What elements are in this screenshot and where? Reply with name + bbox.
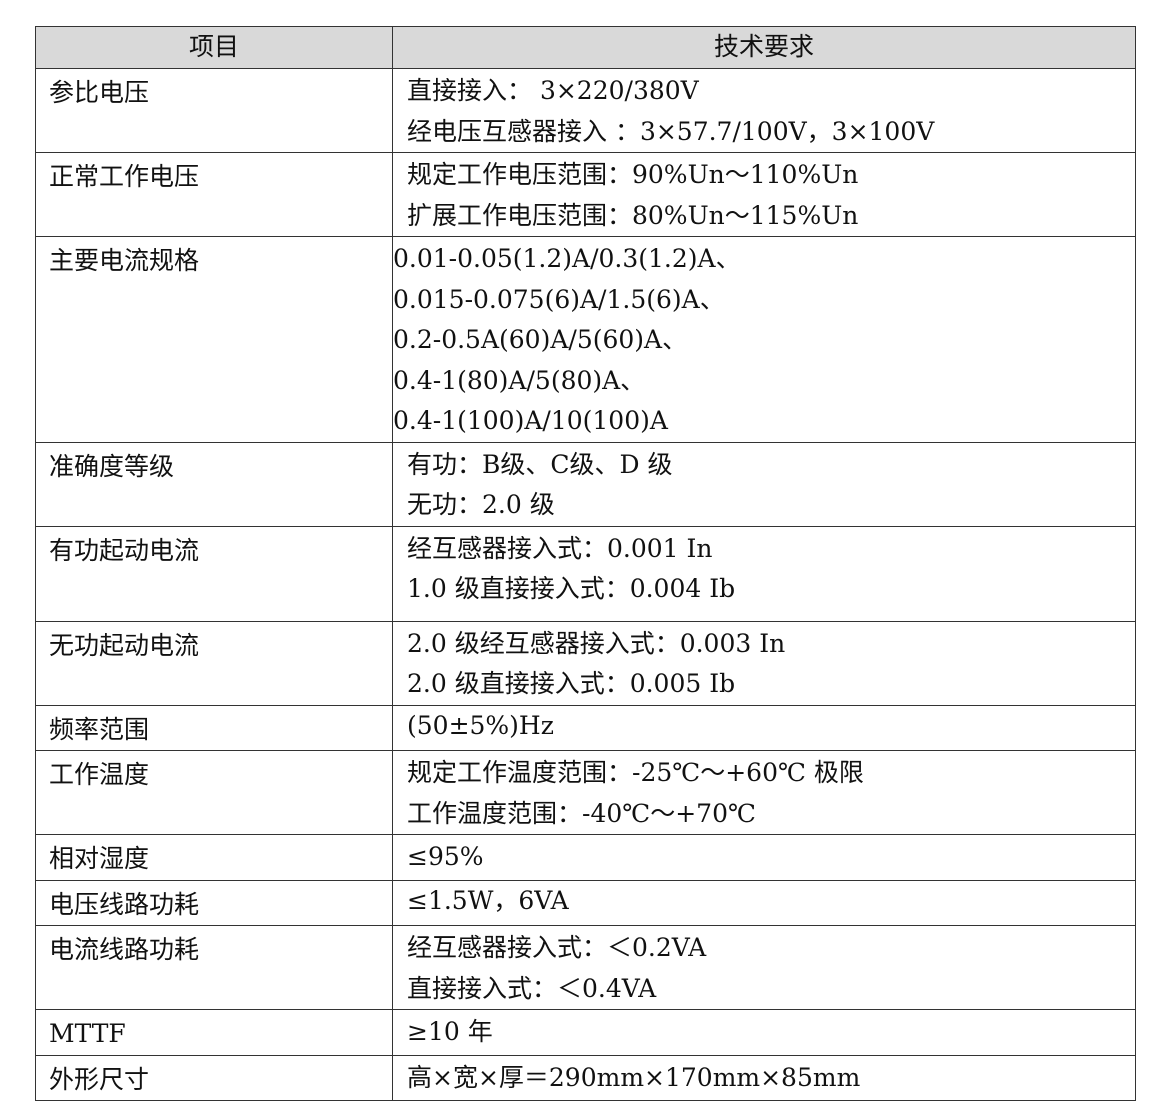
requirement-cell: ≤95% bbox=[392, 834, 1136, 881]
requirement-cell: ≥10 年 bbox=[392, 1009, 1136, 1056]
requirement-line: 0.015-0.075(6)A/1.5(6)A、 bbox=[393, 284, 725, 314]
requirement-line: 0.4-1(100)A/10(100)A bbox=[393, 406, 668, 435]
requirement-line: ≤95% bbox=[407, 842, 484, 871]
requirement-line: 规定工作温度范围：-25℃～+60℃ 极限 bbox=[407, 758, 864, 787]
table-row: 参比电压 直接接入： 3×220/380V 经电压互感器接入 ：3×57.7/100… bbox=[35, 68, 1136, 153]
table-header-row: 项目 技术要求 bbox=[35, 26, 1136, 69]
requirement-line: 工作温度范围：-40℃～+70℃ bbox=[407, 798, 756, 828]
requirement-cell: 直接接入： 3×220/380V 经电压互感器接入 ：3×57.7/100V，3×… bbox=[392, 68, 1136, 153]
requirement-line: 无功：2.0 级 bbox=[407, 490, 555, 519]
requirement-line: 直接接入式：＜0.4VA bbox=[407, 973, 657, 1003]
requirement-line: (50±5%)Hz bbox=[407, 710, 554, 740]
header-item: 项目 bbox=[35, 26, 393, 69]
requirement-cell: 2.0 级经互感器接入式：0.003 In 2.0 级直接接入式：0.005 Ib bbox=[392, 620, 1136, 706]
table-row: 电流线路功耗 经互感器接入式：＜0.2VA 直接接入式：＜0.4VA bbox=[35, 925, 1136, 1010]
item-cell: MTTF bbox=[35, 1009, 393, 1056]
requirement-line: 0.4-1(80)A/5(80)A、 bbox=[393, 365, 646, 395]
table-row: 准确度等级 有功：B级、C级、D 级无功：2.0 级 bbox=[35, 441, 1136, 527]
requirement-line: 经互感器接入式：0.001 In bbox=[407, 533, 713, 563]
item-cell: 主要电流规格 bbox=[35, 236, 393, 443]
table-row: 相对湿度 ≤95% bbox=[35, 834, 1136, 881]
requirement-line: 有功：B级、C级、D 级 bbox=[407, 449, 673, 479]
requirement-cell: 高×宽×厚＝290mm×170mm×85mm bbox=[392, 1054, 1136, 1101]
requirement-line: ≥10 年 bbox=[407, 1017, 493, 1046]
requirement-line: 1.0 级直接接入式：0.004 Ib bbox=[407, 574, 736, 603]
item-cell: 正常工作电压 bbox=[35, 152, 393, 237]
item-cell: 电流线路功耗 bbox=[35, 925, 393, 1010]
item-cell: 频率范围 bbox=[35, 704, 393, 751]
requirement-line: 直接接入： 3×220/380V bbox=[407, 76, 699, 105]
requirement-cell: 有功：B级、C级、D 级无功：2.0 级 bbox=[392, 441, 1136, 527]
requirement-cell: (50±5%)Hz bbox=[392, 704, 1136, 751]
requirement-line: 2.0 级经互感器接入式：0.003 In bbox=[407, 628, 786, 658]
requirement-line: ≤1.5W，6VA bbox=[407, 885, 569, 915]
requirement-line: 2.0 级直接接入式：0.005 Ib bbox=[407, 669, 736, 698]
item-cell: 准确度等级 bbox=[35, 441, 393, 527]
item-cell: 参比电压 bbox=[35, 68, 393, 153]
requirement-line: 规定工作电压范围：90%Un～110%Un bbox=[407, 160, 859, 189]
table-row: 工作温度 规定工作温度范围：-25℃～+60℃ 极限 工作温度范围：-40℃～+70… bbox=[35, 750, 1136, 835]
requirement-cell: 规定工作电压范围：90%Un～110%Un 扩展工作电压范围：80%Un～115%… bbox=[392, 152, 1136, 237]
table-row: 电压线路功耗 ≤1.5W，6VA bbox=[35, 879, 1136, 926]
header-requirement: 技术要求 bbox=[392, 26, 1136, 69]
item-cell: 无功起动电流 bbox=[35, 620, 393, 706]
table-row: 正常工作电压 规定工作电压范围：90%Un～110%Un 扩展工作电压范围：80%U… bbox=[35, 152, 1136, 237]
table-row: 无功起动电流 2.0 级经互感器接入式：0.003 In 2.0 级直接接入式：0.… bbox=[35, 620, 1136, 706]
item-cell: 外形尺寸 bbox=[35, 1054, 393, 1101]
spec-table: 项目 技术要求 参比电压 直接接入： 3×220/380V 经电压互感器接入 ：3×… bbox=[35, 26, 1136, 1101]
table-row: 频率范围 (50±5%)Hz bbox=[35, 704, 1136, 751]
requirement-cell: 经互感器接入式：0.001 In 1.0 级直接接入式：0.004 Ib bbox=[392, 525, 1136, 622]
requirement-line: 经互感器接入式：＜0.2VA bbox=[407, 933, 707, 962]
item-cell: 工作温度 bbox=[35, 750, 393, 835]
requirement-line: 扩展工作电压范围：80%Un～115%Un bbox=[407, 200, 859, 230]
item-cell: 电压线路功耗 bbox=[35, 879, 393, 926]
table-row: 有功起动电流 经互感器接入式：0.001 In 1.0 级直接接入式：0.004 I… bbox=[35, 525, 1136, 622]
requirement-line: 高×宽×厚＝290mm×170mm×85mm bbox=[407, 1062, 861, 1092]
requirement-cell: 规定工作温度范围：-25℃～+60℃ 极限 工作温度范围：-40℃～+70℃ bbox=[392, 750, 1136, 835]
requirement-cell: ≤1.5W，6VA bbox=[392, 879, 1136, 926]
requirement-line: 0.2-0.5A(60)A/5(60)A、 bbox=[393, 325, 688, 354]
item-cell: 有功起动电流 bbox=[35, 525, 393, 622]
table-row: 主要电流规格 0.01-0.05(1.2)A/0.3(1.2)A、 0.015-0.… bbox=[35, 236, 1136, 443]
requirement-line: 0.01-0.05(1.2)A/0.3(1.2)A、 bbox=[393, 244, 741, 273]
requirement-line: 经电压互感器接入 ：3×57.7/100V，3×100V bbox=[407, 116, 935, 146]
item-cell: 相对湿度 bbox=[35, 834, 393, 881]
requirement-cell: 经互感器接入式：＜0.2VA 直接接入式：＜0.4VA bbox=[392, 925, 1136, 1010]
requirement-cell: 0.01-0.05(1.2)A/0.3(1.2)A、 0.015-0.075(6)… bbox=[392, 236, 1136, 443]
table-row: MTTF ≥10 年 bbox=[35, 1009, 1136, 1056]
table-row: 外形尺寸 高×宽×厚＝290mm×170mm×85mm bbox=[35, 1054, 1136, 1101]
